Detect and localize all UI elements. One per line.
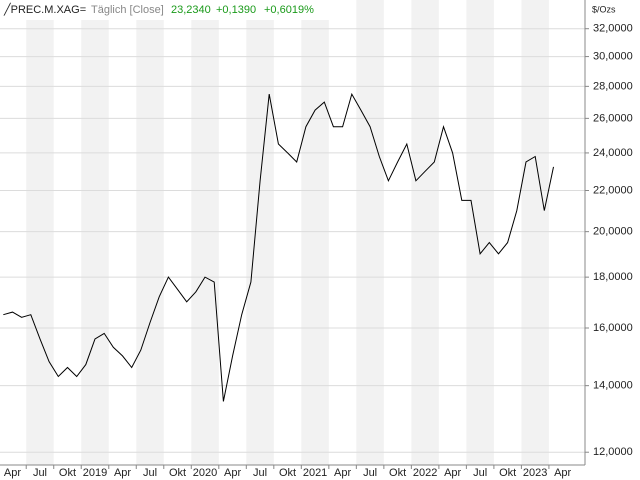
quarter-band: [246, 0, 274, 465]
grid: [0, 0, 589, 469]
x-tick-label: Apr: [334, 467, 351, 479]
header-symbol: ╱PREC.M.XAG=: [3, 2, 86, 16]
quarter-band: [301, 0, 329, 465]
y-tick-label: 22,0000: [593, 184, 633, 196]
quarter-band: [81, 0, 109, 465]
x-tick-label: Jul: [253, 467, 267, 479]
x-tick-label: Apr: [114, 467, 131, 479]
quarter-band: [466, 0, 494, 465]
x-tick-label: Jul: [33, 467, 47, 479]
price-line: [3, 92, 554, 402]
x-tick-label: Jul: [143, 467, 157, 479]
y-tick-label: 16,0000: [593, 322, 633, 334]
x-tick-label: 2022: [413, 467, 437, 479]
header-bg: [0, 0, 330, 20]
quarter-band: [521, 0, 549, 465]
bands: [26, 0, 549, 465]
quarter-band: [356, 0, 384, 465]
x-tick-label: 2019: [83, 467, 107, 479]
y-tick-label: 26,0000: [593, 112, 633, 124]
y-tick-label: 32,0000: [593, 23, 633, 35]
y-tick-label: 14,0000: [593, 380, 633, 392]
quarter-band: [26, 0, 54, 465]
quarter-band: [136, 0, 164, 465]
x-tick-label: Okt: [59, 467, 76, 479]
x-tick-label: Apr: [4, 467, 21, 479]
x-tick-label: Okt: [499, 467, 516, 479]
x-tick-label: Apr: [554, 467, 571, 479]
header-mode: Täglich [Close]: [91, 4, 164, 16]
x-tick-label: Apr: [224, 467, 241, 479]
x-tick-label: Jul: [473, 467, 487, 479]
x-tick-label: Jul: [363, 467, 377, 479]
x-tick-label: Apr: [444, 467, 461, 479]
header-icon: ╱: [3, 2, 12, 16]
x-tick-label: 2021: [303, 467, 327, 479]
y-tick-label: 30,0000: [593, 50, 633, 62]
x-tick-label: Okt: [389, 467, 406, 479]
y-tick-label: 12,0000: [593, 446, 633, 458]
y-axis-label: $/Ozs: [592, 4, 616, 14]
y-tick-label: 18,0000: [593, 271, 633, 283]
y-tick-label: 20,0000: [593, 226, 633, 238]
header-symbol-text: PREC.M.XAG=: [11, 4, 87, 16]
header-change-pct: +0,6019%: [264, 4, 314, 16]
header-change: +0,1390: [216, 4, 256, 16]
y-tick-label: 24,0000: [593, 147, 633, 159]
marks: [3, 92, 554, 402]
x-tick-label: 2023: [523, 467, 547, 479]
x-tick-label: Okt: [169, 467, 186, 479]
quarter-band: [191, 0, 219, 465]
header-last: 23,2340: [171, 4, 211, 16]
y-tick-label: 28,0000: [593, 80, 633, 92]
x-tick-label: 2020: [193, 467, 217, 479]
x-tick-label: Okt: [279, 467, 296, 479]
quarter-band: [411, 0, 439, 465]
